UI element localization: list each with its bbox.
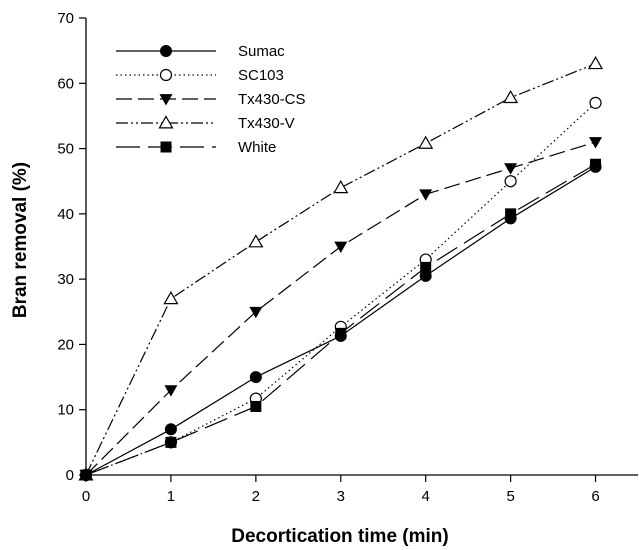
data-point bbox=[248, 234, 264, 248]
x-tick-label: 5 bbox=[506, 488, 514, 505]
data-point bbox=[164, 385, 178, 397]
data-point bbox=[505, 208, 517, 220]
x-tick-label: 0 bbox=[82, 488, 90, 505]
series-line bbox=[85, 163, 596, 476]
data-point bbox=[165, 436, 177, 448]
legend-label: Tx430-CS bbox=[238, 91, 306, 108]
legend-item: Tx430-V bbox=[116, 115, 295, 132]
legend-label: White bbox=[238, 139, 276, 156]
data-point bbox=[419, 189, 433, 201]
y-tick-label: 70 bbox=[57, 10, 74, 27]
legend-marker bbox=[158, 115, 174, 129]
data-point bbox=[250, 400, 262, 412]
data-point bbox=[589, 137, 603, 149]
x-tick-label: 6 bbox=[591, 488, 599, 505]
data-point bbox=[589, 96, 602, 109]
x-tick-label: 2 bbox=[252, 488, 260, 505]
data-point bbox=[163, 291, 179, 305]
legend-label: Sumac bbox=[238, 43, 285, 60]
y-tick-label: 40 bbox=[57, 206, 74, 223]
series-sc103 bbox=[79, 96, 602, 482]
legend-marker bbox=[159, 94, 173, 106]
y-tick-label: 20 bbox=[57, 336, 74, 353]
legend-item: SC103 bbox=[116, 67, 284, 84]
data-point bbox=[420, 261, 432, 273]
data-point bbox=[590, 158, 602, 170]
legend-item: White bbox=[116, 139, 276, 156]
legend-item: Sumac bbox=[116, 43, 285, 60]
x-axis-title: Decortication time (min) bbox=[231, 526, 448, 547]
data-point bbox=[164, 423, 177, 436]
x-tick-label: 1 bbox=[167, 488, 175, 505]
series-layer bbox=[78, 55, 604, 482]
series-tx430-cs bbox=[79, 137, 603, 482]
data-point bbox=[588, 55, 604, 70]
legend-marker bbox=[160, 45, 172, 57]
y-tick-label: 50 bbox=[57, 141, 74, 158]
y-tick-label: 0 bbox=[66, 467, 74, 484]
data-point bbox=[80, 469, 92, 481]
legend-item: Tx430-CS bbox=[116, 91, 306, 108]
data-point bbox=[335, 327, 347, 339]
y-tick-label: 30 bbox=[57, 271, 74, 288]
series-line bbox=[85, 102, 596, 476]
legend-marker bbox=[160, 141, 172, 153]
y-tick-label: 10 bbox=[57, 402, 74, 419]
y-tick-label: 60 bbox=[57, 75, 74, 92]
data-point bbox=[333, 180, 349, 194]
y-axis-title: Bran removal (%) bbox=[10, 162, 31, 318]
data-point bbox=[249, 371, 262, 384]
data-point bbox=[249, 306, 263, 319]
x-tick-label: 4 bbox=[422, 488, 430, 505]
legend: Sumac SC103 Tx430-CS Tx430-V White bbox=[116, 43, 306, 156]
legend-label: SC103 bbox=[238, 67, 284, 84]
series-tx430-v bbox=[78, 55, 604, 481]
data-point bbox=[418, 135, 434, 149]
legend-marker bbox=[159, 68, 173, 82]
data-point bbox=[334, 241, 348, 253]
data-point bbox=[504, 175, 517, 188]
axes: 0 10 20 30 40 50 60 70 0 1 2 3 4 5 6 bbox=[57, 10, 638, 505]
data-point bbox=[504, 163, 518, 175]
x-tick-label: 3 bbox=[337, 488, 345, 505]
legend-label: Tx430-V bbox=[238, 115, 295, 132]
series-white bbox=[80, 158, 602, 481]
data-point bbox=[503, 89, 519, 104]
